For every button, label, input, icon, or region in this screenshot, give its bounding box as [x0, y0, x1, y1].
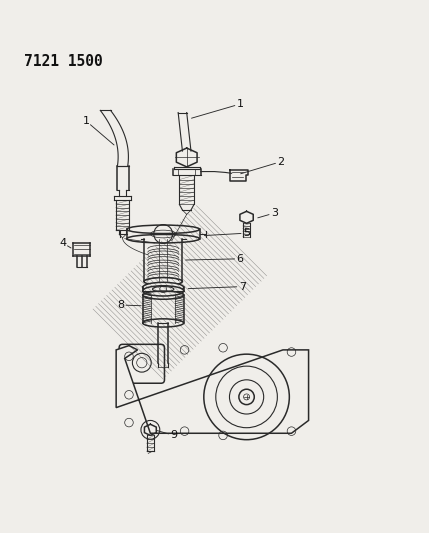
Text: 5: 5	[243, 228, 250, 238]
Ellipse shape	[143, 286, 184, 296]
FancyBboxPatch shape	[119, 344, 164, 383]
Text: 1: 1	[83, 116, 90, 126]
Text: 9: 9	[170, 431, 178, 440]
Ellipse shape	[127, 225, 199, 233]
Text: 7: 7	[239, 281, 246, 292]
Text: 8: 8	[117, 300, 124, 310]
Ellipse shape	[143, 319, 184, 327]
Polygon shape	[116, 345, 308, 433]
Text: 7121 1500: 7121 1500	[24, 54, 103, 69]
Ellipse shape	[152, 287, 174, 292]
Ellipse shape	[127, 235, 199, 243]
Text: 6: 6	[237, 254, 244, 264]
Text: 3: 3	[271, 208, 278, 218]
Text: 2: 2	[277, 157, 284, 167]
Text: 4: 4	[59, 238, 66, 248]
Text: 1: 1	[237, 99, 244, 109]
Ellipse shape	[144, 278, 182, 285]
Ellipse shape	[143, 282, 184, 293]
